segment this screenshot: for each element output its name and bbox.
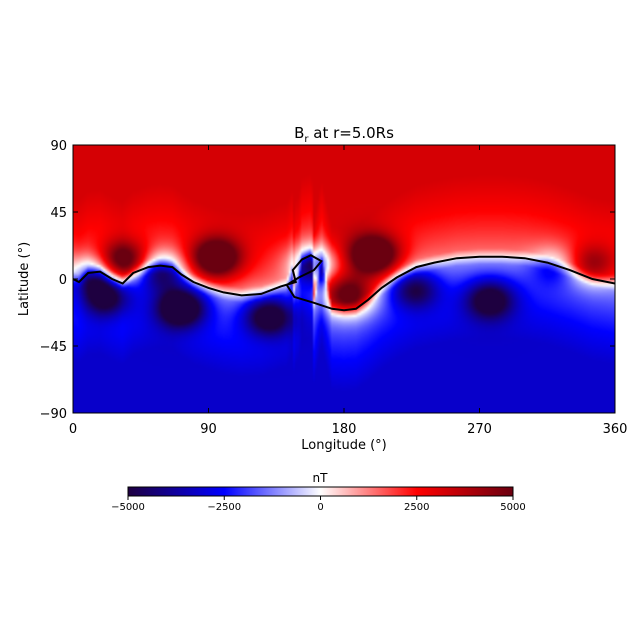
x-axis: 0 90 180 270 360	[69, 145, 628, 437]
heatmap-image	[73, 145, 615, 413]
x-tick-label: 0	[69, 422, 77, 437]
colorbar-tick-label: 2500	[404, 502, 429, 513]
x-tick-label: 90	[200, 422, 217, 437]
colorbar-tick-label: −5000	[111, 502, 145, 513]
y-axis-label: Latitude (°)	[17, 242, 32, 316]
chart-title: Br at r=5.0Rs	[294, 124, 394, 145]
colorbar-tick-label: 0	[317, 502, 323, 513]
y-axis: −90 −45 0 45 90	[40, 139, 615, 422]
plot-area	[73, 145, 615, 413]
x-tick-label: 180	[332, 422, 357, 437]
x-tick-label: 360	[603, 422, 628, 437]
x-axis-label: Longitude (°)	[301, 438, 386, 453]
colorbar-label: nT	[313, 471, 329, 485]
y-tick-label: −45	[40, 340, 67, 355]
y-tick-label: 0	[59, 273, 67, 288]
neutral-line-contour	[73, 254, 615, 312]
y-tick-label: −90	[40, 407, 67, 422]
colorbar: nT −5000 −2500 0 2500 5000	[111, 471, 526, 513]
x-tick-label: 270	[467, 422, 492, 437]
colorbar-gradient	[127, 486, 514, 497]
y-tick-label: 45	[50, 206, 67, 221]
colorbar-ticks: −5000 −2500 0 2500 5000	[111, 496, 526, 513]
colorbar-tick-label: −2500	[207, 502, 241, 513]
y-tick-label: 90	[50, 139, 67, 154]
colorbar-tick-label: 5000	[500, 502, 525, 513]
